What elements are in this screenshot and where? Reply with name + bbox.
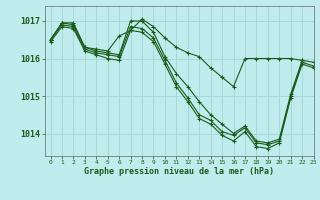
X-axis label: Graphe pression niveau de la mer (hPa): Graphe pression niveau de la mer (hPa)	[84, 167, 274, 176]
